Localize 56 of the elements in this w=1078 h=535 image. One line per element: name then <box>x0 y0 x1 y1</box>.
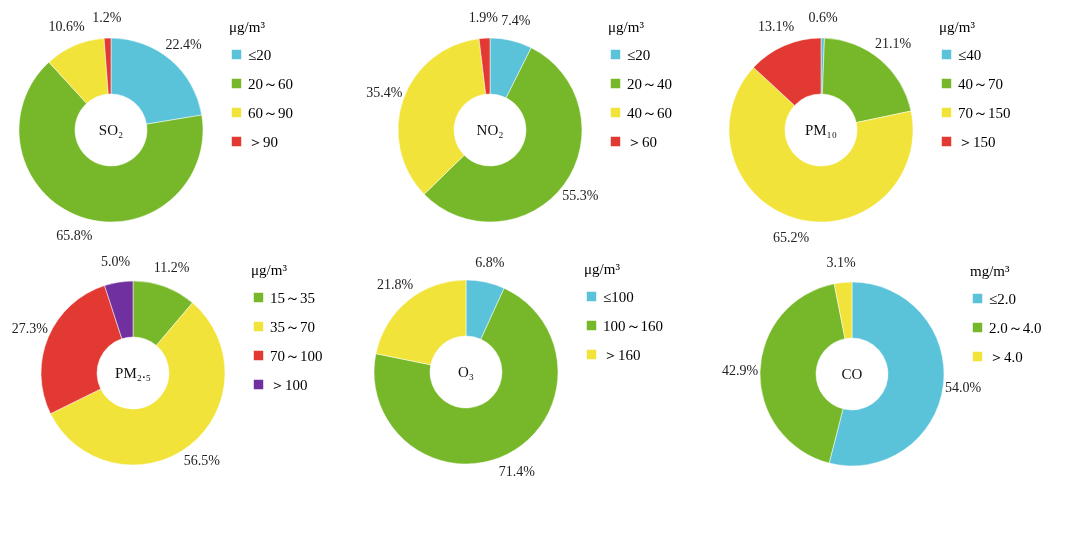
legend-label: 70～150 <box>958 104 1011 121</box>
text: CO <box>841 366 863 382</box>
data-label: 13.1% <box>758 19 795 35</box>
legend-label: ＞90 <box>248 133 278 150</box>
text: NO₂ <box>476 122 504 138</box>
text: O₃ <box>457 364 475 380</box>
legend-title: μg/m³ <box>939 19 976 35</box>
legend-label: ≤20 <box>627 46 651 63</box>
data-label: 6.8% <box>475 254 505 270</box>
legend-label: ＞4.0 <box>989 348 1023 365</box>
data-label: 65.8% <box>56 227 93 243</box>
legend-label: 2.0～4.0 <box>989 319 1042 336</box>
text: SO₂ <box>98 122 124 138</box>
data-label: 56.5% <box>183 453 221 469</box>
legend-title: μg/m³ <box>584 261 621 277</box>
legend-label: 20～40 <box>627 75 672 92</box>
data-label: 10.6% <box>48 19 85 35</box>
legend-label: ≤2.0 <box>989 290 1016 307</box>
legend-label: 40～60 <box>627 104 672 121</box>
data-label: 71.4% <box>498 463 536 479</box>
legend-label: 70～100 <box>270 347 323 364</box>
data-label: 21.1% <box>875 36 912 52</box>
data-label: 11.2% <box>153 259 190 275</box>
legend-label: 20～60 <box>248 75 293 92</box>
legend-label: ≤20 <box>248 46 272 63</box>
legend-label: 100～160 <box>603 317 663 334</box>
legend-title: mg/m³ <box>970 263 1010 279</box>
data-label: 7.4% <box>501 13 531 29</box>
text: PM₁₀ <box>804 122 838 138</box>
legend-label: 15～35 <box>270 289 315 306</box>
data-label: 54.0% <box>945 380 982 396</box>
legend-label: ＞60 <box>627 133 657 150</box>
data-label: 35.4% <box>366 84 403 100</box>
data-label: 1.2% <box>92 10 122 26</box>
legend-label: ≤100 <box>603 288 634 305</box>
legend-label: ＞160 <box>603 346 641 363</box>
data-label: 3.1% <box>826 254 857 270</box>
data-label: 22.4% <box>165 36 202 52</box>
data-label: 5.0% <box>100 254 131 270</box>
legend-title: μg/m³ <box>229 19 266 35</box>
data-label: 42.9% <box>721 362 759 378</box>
data-label: 0.6% <box>808 10 839 26</box>
legend-label: ≤40 <box>958 46 982 63</box>
legend-label: 35～70 <box>270 318 315 335</box>
data-label: 1.9% <box>468 10 499 26</box>
legend-label: 40～70 <box>958 75 1003 92</box>
data-label: 21.8% <box>377 277 414 293</box>
data-label: 27.3% <box>11 321 49 337</box>
data-label: 65.2% <box>773 229 810 245</box>
legend-label: ＞150 <box>958 133 996 150</box>
data-label: 55.3% <box>562 188 599 204</box>
text: PM₂.₅ <box>115 365 151 381</box>
legend-label: 60～90 <box>248 104 293 121</box>
legend-title: μg/m³ <box>251 262 288 278</box>
legend-label: ＞100 <box>270 376 308 393</box>
legend-title: μg/m³ <box>608 19 645 35</box>
